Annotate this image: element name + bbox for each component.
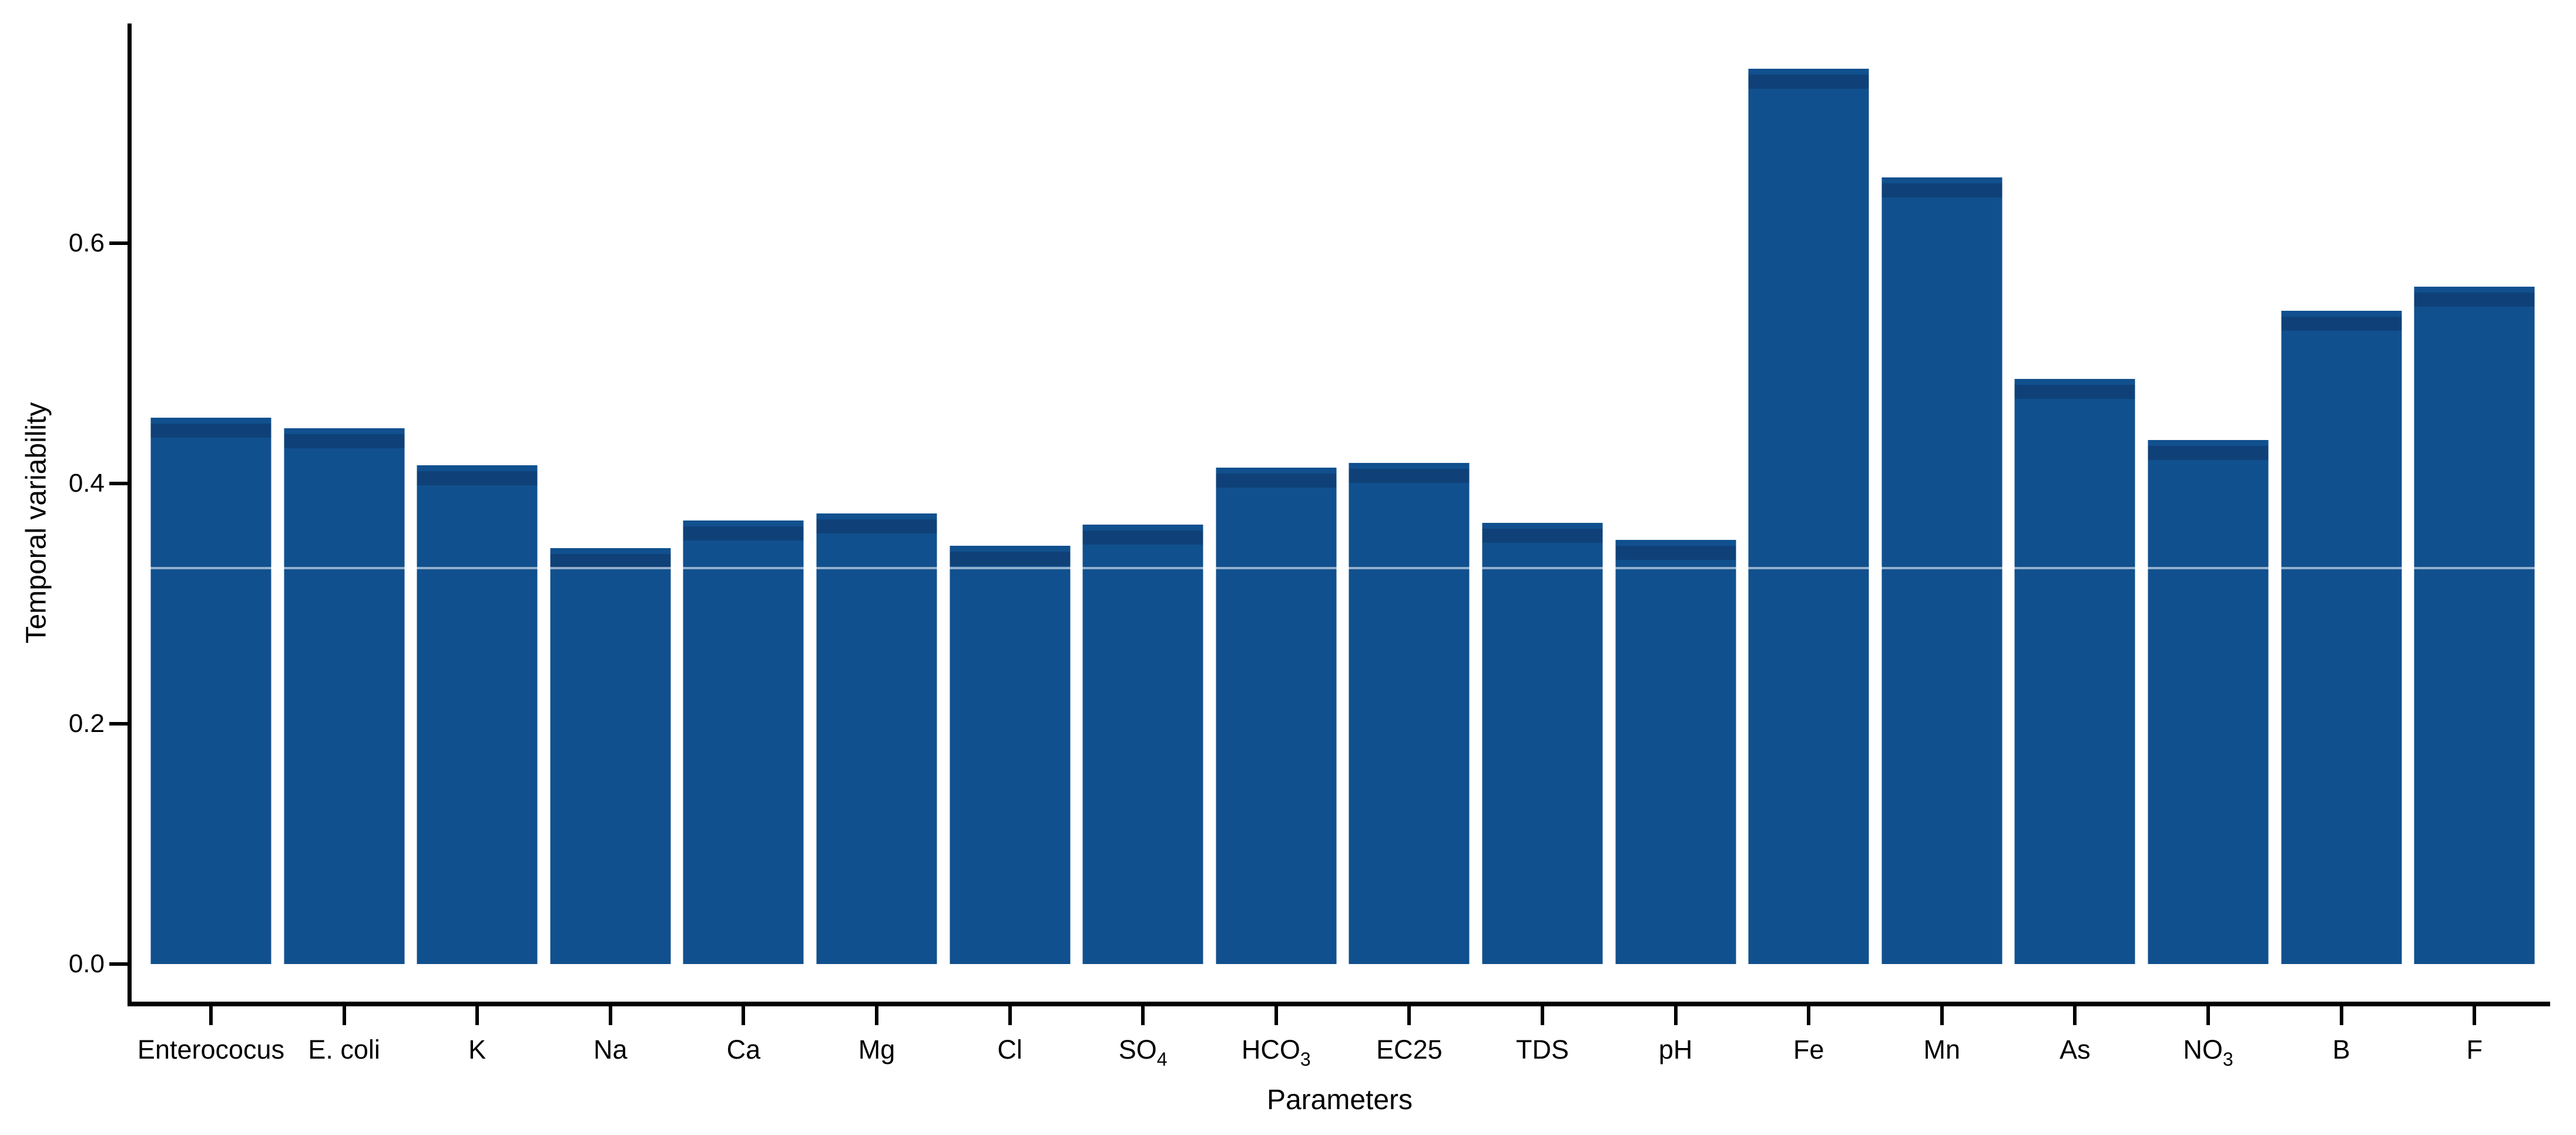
bar-NO3: [2148, 440, 2269, 964]
bar-Mg: [816, 513, 937, 964]
x-tick-label-EC25: EC25: [1376, 1035, 1443, 1065]
y-tick-0.0: [109, 962, 128, 966]
x-tick-As: [2073, 1006, 2077, 1025]
bar-SO4: [1082, 525, 1203, 964]
x-tick-HCO3: [1274, 1006, 1278, 1025]
bar-E. coli: [284, 428, 405, 964]
x-tick-Ca: [742, 1006, 746, 1025]
y-tick-label-0.0: 0.0: [68, 949, 105, 978]
x-tick-Cl: [1008, 1006, 1012, 1025]
x-tick-Mn: [1940, 1006, 1944, 1025]
bar-B: [2281, 311, 2402, 964]
x-tick-label-As: As: [2060, 1035, 2091, 1065]
bar-As: [2014, 379, 2135, 964]
x-tick-label-Enterococus: Enterococus: [137, 1035, 285, 1065]
x-tick-E. coli: [342, 1006, 346, 1025]
faint-horizontal-line: [132, 567, 2550, 569]
bar-Enterococus: [150, 418, 271, 964]
bar-HCO3: [1216, 468, 1337, 964]
x-tick-label-HCO3: HCO3: [1241, 1035, 1311, 1070]
bar-Na: [550, 548, 671, 964]
x-axis-title: Parameters: [1266, 1084, 1413, 1116]
bar-Ca: [683, 521, 804, 964]
x-tick-label-TDS: TDS: [1516, 1035, 1569, 1065]
x-tick-F: [2473, 1006, 2477, 1025]
x-tick-EC25: [1407, 1006, 1411, 1025]
x-tick-label-Fe: Fe: [1793, 1035, 1824, 1065]
x-tick-label-B: B: [2332, 1035, 2350, 1065]
x-tick-Na: [608, 1006, 612, 1025]
x-axis-line: [128, 1002, 2550, 1006]
x-tick-label-F: F: [2466, 1035, 2483, 1065]
bar-EC25: [1349, 463, 1470, 964]
y-tick-label-0.2: 0.2: [68, 709, 105, 738]
x-tick-Mg: [875, 1006, 878, 1025]
x-tick-label-NO3: NO3: [2183, 1035, 2233, 1070]
bar-K: [417, 465, 538, 964]
bar-Fe: [1748, 69, 1869, 964]
y-tick-0.6: [109, 241, 128, 245]
y-tick-label-0.4: 0.4: [68, 469, 105, 498]
x-tick-SO4: [1141, 1006, 1145, 1025]
x-tick-label-Ca: Ca: [726, 1035, 761, 1065]
x-tick-label-Na: Na: [593, 1035, 628, 1065]
bar-Mn: [1881, 177, 2003, 964]
x-tick-label-Mg: Mg: [858, 1035, 895, 1065]
x-tick-B: [2339, 1006, 2343, 1025]
x-tick-pH: [1673, 1006, 1678, 1025]
y-tick-0.4: [109, 482, 128, 485]
x-tick-Enterococus: [209, 1006, 213, 1025]
x-tick-label-E. coli: E. coli: [308, 1035, 380, 1065]
y-axis-line: [128, 23, 132, 1006]
x-tick-label-K: K: [468, 1035, 487, 1065]
y-axis-title: Temporal variability: [21, 402, 52, 644]
y-tick-label-0.6: 0.6: [68, 229, 105, 257]
bar-F: [2414, 287, 2535, 964]
x-tick-K: [475, 1006, 479, 1025]
x-tick-label-SO4: SO4: [1118, 1035, 1168, 1070]
bar-Cl: [950, 546, 1071, 964]
x-tick-NO3: [2206, 1006, 2210, 1025]
bar-pH: [1615, 540, 1736, 964]
x-tick-Fe: [1807, 1006, 1811, 1025]
x-tick-label-pH: pH: [1658, 1035, 1693, 1065]
x-tick-label-Mn: Mn: [1923, 1035, 1961, 1065]
bar-TDS: [1482, 523, 1603, 964]
y-tick-0.2: [109, 722, 128, 726]
x-tick-label-Cl: Cl: [997, 1035, 1022, 1065]
x-tick-TDS: [1541, 1006, 1544, 1025]
